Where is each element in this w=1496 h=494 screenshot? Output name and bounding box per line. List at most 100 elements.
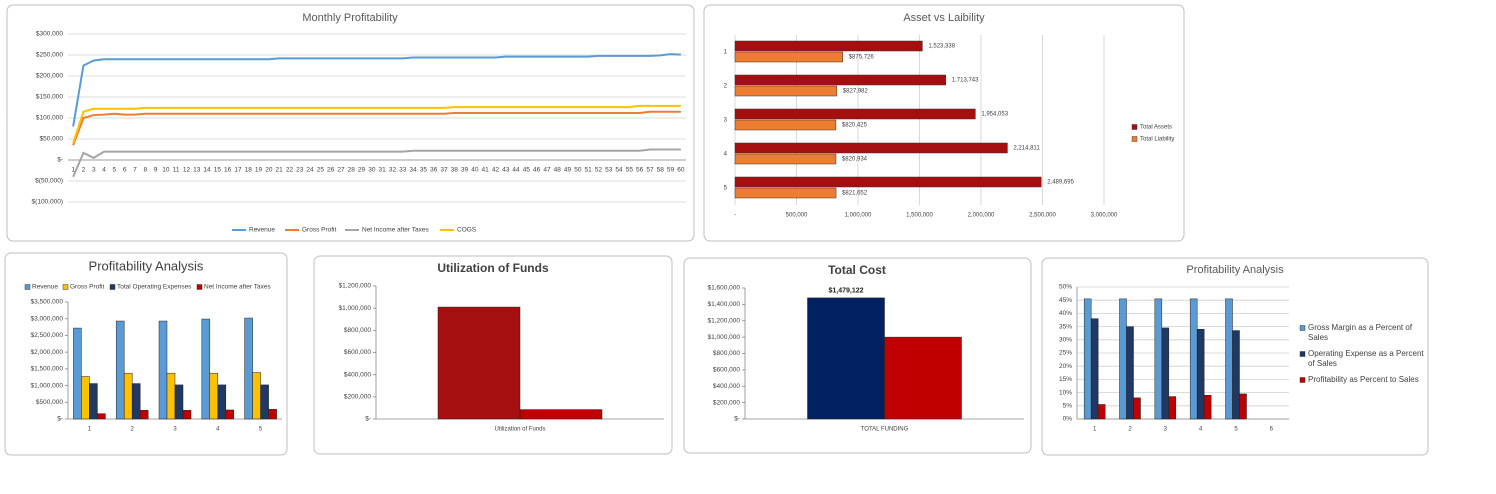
- y-tick-label: 40%: [1059, 310, 1072, 317]
- bar: [1083, 298, 1092, 420]
- bar: [884, 336, 962, 420]
- x-tick-label: 1: [1093, 427, 1097, 433]
- x-tick-label: 5: [113, 167, 117, 174]
- x-tick-label: 11: [173, 167, 180, 174]
- bar: [519, 409, 603, 420]
- bar: [115, 320, 125, 420]
- chart-title: Utilization of Funds: [437, 261, 549, 275]
- x-tick-label: 13: [193, 167, 201, 174]
- bar: [166, 372, 176, 420]
- chart-title: Total Cost: [828, 263, 886, 277]
- legend-label: Revenue: [249, 227, 275, 234]
- x-tick-label: 7: [133, 167, 137, 174]
- x-tick-label: 55: [626, 167, 634, 174]
- y-tick-label: $(50,000): [35, 178, 63, 185]
- y-tick-label: 45%: [1059, 297, 1072, 304]
- y-tick-label: $2,500,000: [30, 332, 63, 339]
- legend-label-box: Gross Margin as a Percent of Sales: [1308, 323, 1412, 342]
- x-tick-label: 1,000,000: [845, 213, 872, 219]
- value-label: 2,214,811: [1013, 146, 1040, 152]
- y-tick-label: 1: [724, 50, 728, 56]
- x-tick-label: 40: [471, 167, 479, 174]
- y-tick-label: $200,000: [713, 399, 740, 406]
- x-tick-label: 42: [492, 167, 500, 174]
- x-tick-label: 26: [327, 167, 335, 174]
- x-tick-label: 35: [420, 167, 428, 174]
- x-tick-label: 54: [615, 167, 623, 174]
- y-tick-label: $800,000: [713, 350, 740, 357]
- y-tick-label: $400,000: [713, 383, 740, 390]
- bar: [244, 317, 253, 420]
- y-tick-label: $1,200,000: [338, 283, 371, 290]
- bar: [131, 383, 141, 420]
- x-tick-label: 4: [102, 167, 106, 174]
- legend-swatch: [1299, 377, 1306, 383]
- value-label: $820,934: [842, 157, 868, 163]
- value-label: 1,954,053: [981, 112, 1008, 118]
- x-tick-label: 3: [1164, 427, 1168, 433]
- x-tick-label: 36: [430, 167, 438, 174]
- y-tick-label: $100,000: [36, 115, 63, 122]
- bar: [1097, 404, 1106, 420]
- bar: [807, 297, 885, 420]
- x-tick-label: 45: [523, 167, 531, 174]
- x-tick-label: 31: [379, 167, 387, 174]
- legend-label: Gross Profit: [70, 284, 105, 291]
- legend-label-box: Profitability as Percent to Sales: [1308, 375, 1419, 384]
- y-tick-label: 10%: [1059, 389, 1072, 396]
- x-tick-label: TOTAL FUNDING: [861, 427, 909, 433]
- x-tick-label: 12: [183, 167, 191, 174]
- chart-title: Monthly Profitability: [302, 12, 398, 24]
- bar: [734, 119, 837, 131]
- bar: [1225, 298, 1233, 420]
- x-tick-label: 9: [154, 167, 158, 174]
- bar: [174, 384, 184, 420]
- x-tick-label: 57: [646, 167, 654, 174]
- legend-label: Net Income after Taxes: [362, 227, 429, 234]
- y-tick-label: $(100,000): [32, 199, 63, 206]
- y-tick-label: $1,000,000: [30, 382, 63, 389]
- x-tick-label: 52: [595, 167, 603, 174]
- y-tick-label: $600,000: [344, 349, 371, 356]
- bar: [268, 409, 277, 420]
- x-tick-label: 19: [255, 167, 263, 174]
- bar: [139, 410, 149, 420]
- y-tick-label: $1,500,000: [30, 366, 63, 373]
- x-tick-label: 27: [337, 167, 345, 174]
- bar: [209, 372, 219, 420]
- y-tick-label: 3: [724, 118, 728, 124]
- x-tick-label: 10: [162, 167, 170, 174]
- x-tick-label: 2: [131, 427, 135, 433]
- bar: [734, 176, 1042, 188]
- line-series: [72, 53, 681, 127]
- y-tick-label: $500,000: [36, 399, 63, 406]
- legend-label: COGS: [457, 227, 477, 234]
- bar: [734, 108, 976, 120]
- x-tick-label: 22: [286, 167, 294, 174]
- x-tick-label: 20: [265, 167, 273, 174]
- x-tick-label: 48: [554, 167, 562, 174]
- legend-swatch: [24, 284, 31, 290]
- legend-swatch: [1299, 351, 1306, 357]
- value-label: $827,982: [843, 89, 869, 95]
- y-tick-label: $-: [57, 416, 63, 423]
- y-tick-label: $1,000,000: [707, 334, 740, 341]
- bar: [97, 413, 106, 420]
- y-tick-label: $50,000: [40, 136, 64, 143]
- legend-label: Profitability as Percent to Sales: [1308, 375, 1419, 384]
- x-tick-label: 38: [451, 167, 459, 174]
- x-tick-label: 37: [440, 167, 448, 174]
- bar: [1154, 298, 1163, 420]
- bar: [1090, 318, 1099, 420]
- value-label: $875,726: [849, 55, 875, 61]
- value-label: $821,652: [842, 191, 868, 197]
- bar: [201, 318, 211, 420]
- x-tick-label: 34: [409, 167, 417, 174]
- x-tick-label: -: [734, 213, 736, 219]
- x-tick-label: 1,500,000: [906, 213, 933, 219]
- legend-label: Total Operating Expenses: [117, 284, 192, 291]
- x-tick-label: 23: [296, 167, 304, 174]
- y-tick-label: $1,400,000: [707, 301, 740, 308]
- x-tick-label: 3: [173, 427, 177, 433]
